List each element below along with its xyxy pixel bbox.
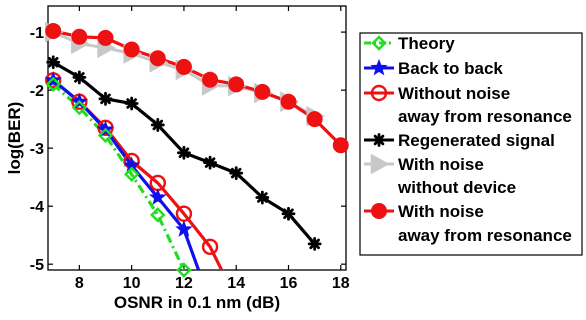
data-point: [149, 50, 166, 67]
legend-label: With noise away from resonance: [398, 202, 572, 245]
axis-labels: OSNR in 0.1 nm (dB) log(BER): [5, 102, 280, 312]
data-point: [45, 22, 62, 39]
data-point: [203, 155, 217, 170]
x-tick-label: 14: [227, 275, 245, 292]
series-layer: [52, 29, 342, 270]
y-tick-label: -4: [30, 199, 44, 216]
x-tick-label: 10: [123, 275, 141, 292]
data-point: [177, 145, 191, 160]
data-point: [175, 220, 193, 237]
data-point: [202, 71, 219, 88]
x-tick-label: 8: [75, 275, 84, 292]
legend-marker: [372, 133, 386, 147]
data-point: [201, 238, 219, 255]
legend-label: Theory: [398, 34, 455, 53]
data-point: [149, 188, 167, 205]
data-point: [97, 29, 114, 46]
data-point: [280, 93, 297, 110]
data-point: [281, 206, 296, 221]
legend-marker: [370, 84, 388, 102]
x-tick-label: 16: [280, 275, 298, 292]
legend-marker: [371, 35, 387, 51]
legend-box: [359, 32, 583, 256]
x-axis-label: OSNR in 0.1 nm (dB): [114, 293, 280, 312]
series-line: [52, 29, 342, 147]
data-point: [229, 166, 244, 181]
data-point: [97, 127, 114, 144]
data-point: [228, 76, 245, 93]
legend-label: With noise without device: [397, 155, 516, 197]
data-point: [306, 111, 323, 128]
x-tick-label: 18: [332, 275, 350, 292]
data-point: [150, 207, 166, 223]
data-point: [307, 236, 322, 251]
data-point: [332, 137, 349, 154]
legend-marker: [370, 58, 388, 76]
data-point: [46, 55, 61, 70]
y-tick-label: -2: [30, 83, 44, 100]
series-line: [52, 83, 186, 270]
data-point: [45, 76, 61, 93]
data-point: [124, 96, 139, 111]
data-point: [175, 58, 192, 75]
data-point: [71, 28, 88, 45]
legend-label: Back to back: [398, 59, 503, 78]
y-tick-label: -5: [30, 257, 44, 274]
data-point: [254, 83, 271, 100]
y-tick-label: -3: [30, 141, 44, 158]
legend-label: Regenerated signal: [398, 131, 555, 150]
x-tick-label: 12: [175, 275, 193, 292]
data-point: [150, 118, 165, 132]
marker-layer: [44, 21, 349, 278]
legend: Theory Back to back Without noise away from…: [359, 32, 583, 256]
data-point: [176, 262, 192, 278]
data-point: [72, 70, 87, 85]
legend-marker: [371, 203, 387, 219]
legend-label: Without noise away from resonance: [398, 84, 572, 126]
data-point: [123, 41, 140, 58]
data-point: [123, 166, 140, 182]
y-tick-label: -1: [30, 25, 44, 42]
data-point: [255, 190, 270, 205]
data-point: [71, 99, 88, 116]
y-axis-label: log(BER): [5, 102, 24, 175]
legend-marker: [370, 153, 390, 175]
data-point: [98, 91, 113, 106]
